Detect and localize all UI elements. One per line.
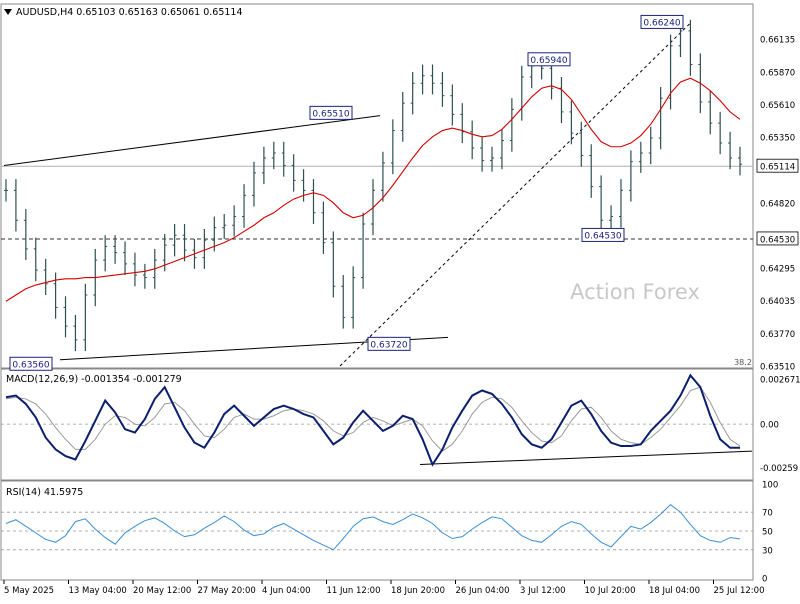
price-annotation-box xyxy=(309,105,353,120)
macd-tick-label: -0.00259 xyxy=(760,464,798,474)
price-tick-label: 0.64820 xyxy=(760,199,795,209)
price-annotation-box xyxy=(640,14,684,29)
macd-line xyxy=(5,373,740,467)
price-title: AUDUSD,H4 0.65103 0.65163 0.65061 0.6511… xyxy=(16,7,243,18)
price-annotation-box xyxy=(9,356,53,371)
x-tick-label: 3 Jul 12:00 xyxy=(520,586,566,596)
last-price-box xyxy=(756,158,799,173)
price-tick-label: 0.64295 xyxy=(760,265,795,275)
x-tick-label: 20 May 12:00 xyxy=(133,586,191,596)
rsi-tick-label: 50 xyxy=(762,528,773,538)
price-annotation-label: 0.65510 xyxy=(312,109,349,119)
price-tick-label: 0.65114 xyxy=(760,163,795,173)
macd-trend-line xyxy=(419,450,753,466)
upper-channel-line xyxy=(3,115,381,166)
price-annotation-label: 0.65940 xyxy=(530,56,567,66)
moving-average-line xyxy=(5,77,741,302)
dropdown-arrow-icon xyxy=(4,9,12,15)
x-tick-label: 4 Jun 04:00 xyxy=(262,586,311,596)
macd-title: MACD(12,26,9) -0.001354 -0.001279 xyxy=(6,374,182,385)
x-tick-label: 26 Jun 04:00 xyxy=(456,586,510,596)
macd-signal-line xyxy=(5,386,741,452)
price-annotation-box xyxy=(367,336,411,351)
price-tick-label: 0.65350 xyxy=(760,133,795,143)
x-tick-label: 27 May 20:00 xyxy=(198,586,256,596)
rsi-panel xyxy=(0,480,754,581)
support-price-box xyxy=(756,231,799,246)
price-annotation-label: 0.64530 xyxy=(584,231,621,241)
dashed-trend-line xyxy=(339,23,691,367)
price-tick-label: 0.63510 xyxy=(760,363,795,373)
macd-tick-label: 0.00 xyxy=(760,421,779,431)
rsi-tick-label: 70 xyxy=(762,509,773,519)
price-tick-label: 0.66135 xyxy=(760,36,795,46)
fib-label: 38.2 xyxy=(734,358,752,367)
x-tick-label: 11 Jun 12:00 xyxy=(327,586,381,596)
rsi-line xyxy=(5,504,741,551)
macd-tick-label: 0.002671 xyxy=(760,376,800,386)
x-tick-label: 25 Jul 12:00 xyxy=(714,586,765,596)
rsi-tick-label: 0 xyxy=(762,575,767,585)
price-annotation-box xyxy=(527,52,571,67)
price-annotation-label: 0.63720 xyxy=(370,340,407,350)
price-tick-label: 0.65870 xyxy=(760,69,795,79)
price-annotation-label: 0.66240 xyxy=(643,18,680,28)
watermark: Action Forex xyxy=(570,280,700,304)
rsi-title: RSI(14) 41.5975 xyxy=(6,487,83,498)
price-tick-label: 0.64530 xyxy=(760,235,795,245)
x-tick-label: 5 May 2025 xyxy=(4,586,54,596)
price-panel xyxy=(0,3,754,369)
price-tick-label: 0.63770 xyxy=(760,330,795,340)
rsi-tick-label: 30 xyxy=(762,546,773,556)
x-tick-label: 18 Jun 20:00 xyxy=(391,586,445,596)
price-tick-label: 0.64035 xyxy=(760,297,795,307)
price-tick-label: 0.65610 xyxy=(760,101,795,111)
x-tick-label: 13 May 04:00 xyxy=(69,586,127,596)
x-tick-label: 18 Jul 04:00 xyxy=(649,586,700,596)
x-tick-label: 10 Jul 20:00 xyxy=(585,586,636,596)
price-annotation-label: 0.63560 xyxy=(12,360,49,370)
rsi-tick-label: 100 xyxy=(762,481,778,491)
price-annotation-box xyxy=(581,227,625,242)
